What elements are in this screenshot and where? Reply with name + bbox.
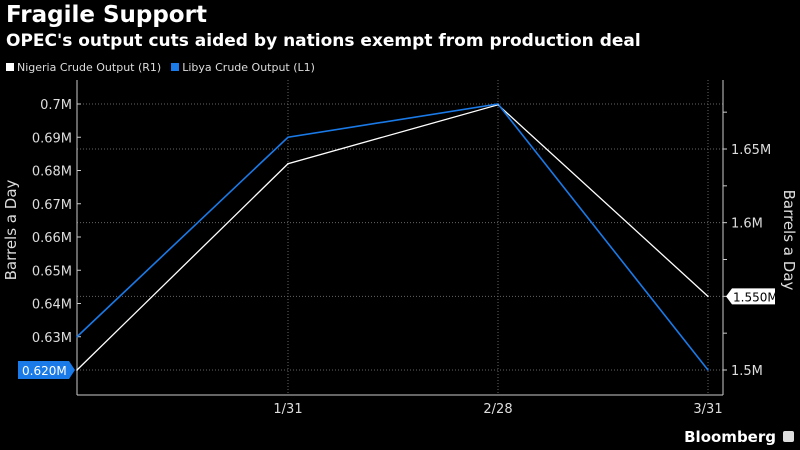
data-point-libya <box>287 136 289 139</box>
left-tick-label: 0.65M <box>32 264 72 279</box>
left-tick-label: 0.69M <box>32 131 72 146</box>
data-point-libya <box>76 335 78 338</box>
right-axis-title: Barrels a Day <box>780 190 798 291</box>
left-tick-label: 0.63M <box>32 331 72 346</box>
series-line-libya <box>76 103 709 371</box>
chart-subtitle: OPEC's output cuts aided by nations exem… <box>6 31 641 51</box>
left-tick-label: 0.64M <box>32 298 72 313</box>
left-tick-label: 0.68M <box>32 165 72 180</box>
series-line-nigeria <box>76 104 709 371</box>
legend-label: Nigeria Crude Output (R1) <box>17 61 162 74</box>
data-point-libya <box>497 103 499 105</box>
bloomberg-logo: Bloomberg <box>684 428 776 446</box>
legend: Nigeria Crude Output (R1) Libya Crude Ou… <box>6 61 315 74</box>
x-tick-label: 3/31 <box>693 402 722 417</box>
left-tick-label: 0.7M <box>40 98 72 113</box>
last-value-badge-nigeria <box>726 288 775 305</box>
legend-swatch <box>6 63 14 71</box>
left-axis-title: Barrels a Day <box>2 179 20 280</box>
legend-label: Libya Crude Output (L1) <box>182 61 315 74</box>
x-tick-label: 1/31 <box>273 402 302 417</box>
data-point-libya <box>707 369 709 371</box>
bloomberg-chart-icon <box>783 431 794 442</box>
data-point-nigeria <box>76 369 78 371</box>
legend-item-libya: Libya Crude Output (L1) <box>171 61 315 74</box>
last-value-badge-libya <box>18 361 75 379</box>
right-tick-label: 1.5M <box>731 364 763 379</box>
legend-item-nigeria: Nigeria Crude Output (R1) <box>6 61 161 74</box>
left-tick-label: 0.67M <box>32 198 72 213</box>
right-tick-label: 1.6M <box>731 217 763 232</box>
data-point-nigeria <box>287 162 289 165</box>
chart-title: Fragile Support <box>6 2 207 28</box>
data-point-nigeria <box>707 295 709 298</box>
legend-swatch <box>171 63 180 71</box>
last-value-label-nigeria: 1.550M <box>733 290 778 304</box>
last-value-label-libya: 0.620M <box>22 364 67 378</box>
left-tick-label: 0.66M <box>32 231 72 246</box>
x-tick-label: 2/28 <box>483 402 512 417</box>
right-tick-label: 1.65M <box>731 143 771 158</box>
